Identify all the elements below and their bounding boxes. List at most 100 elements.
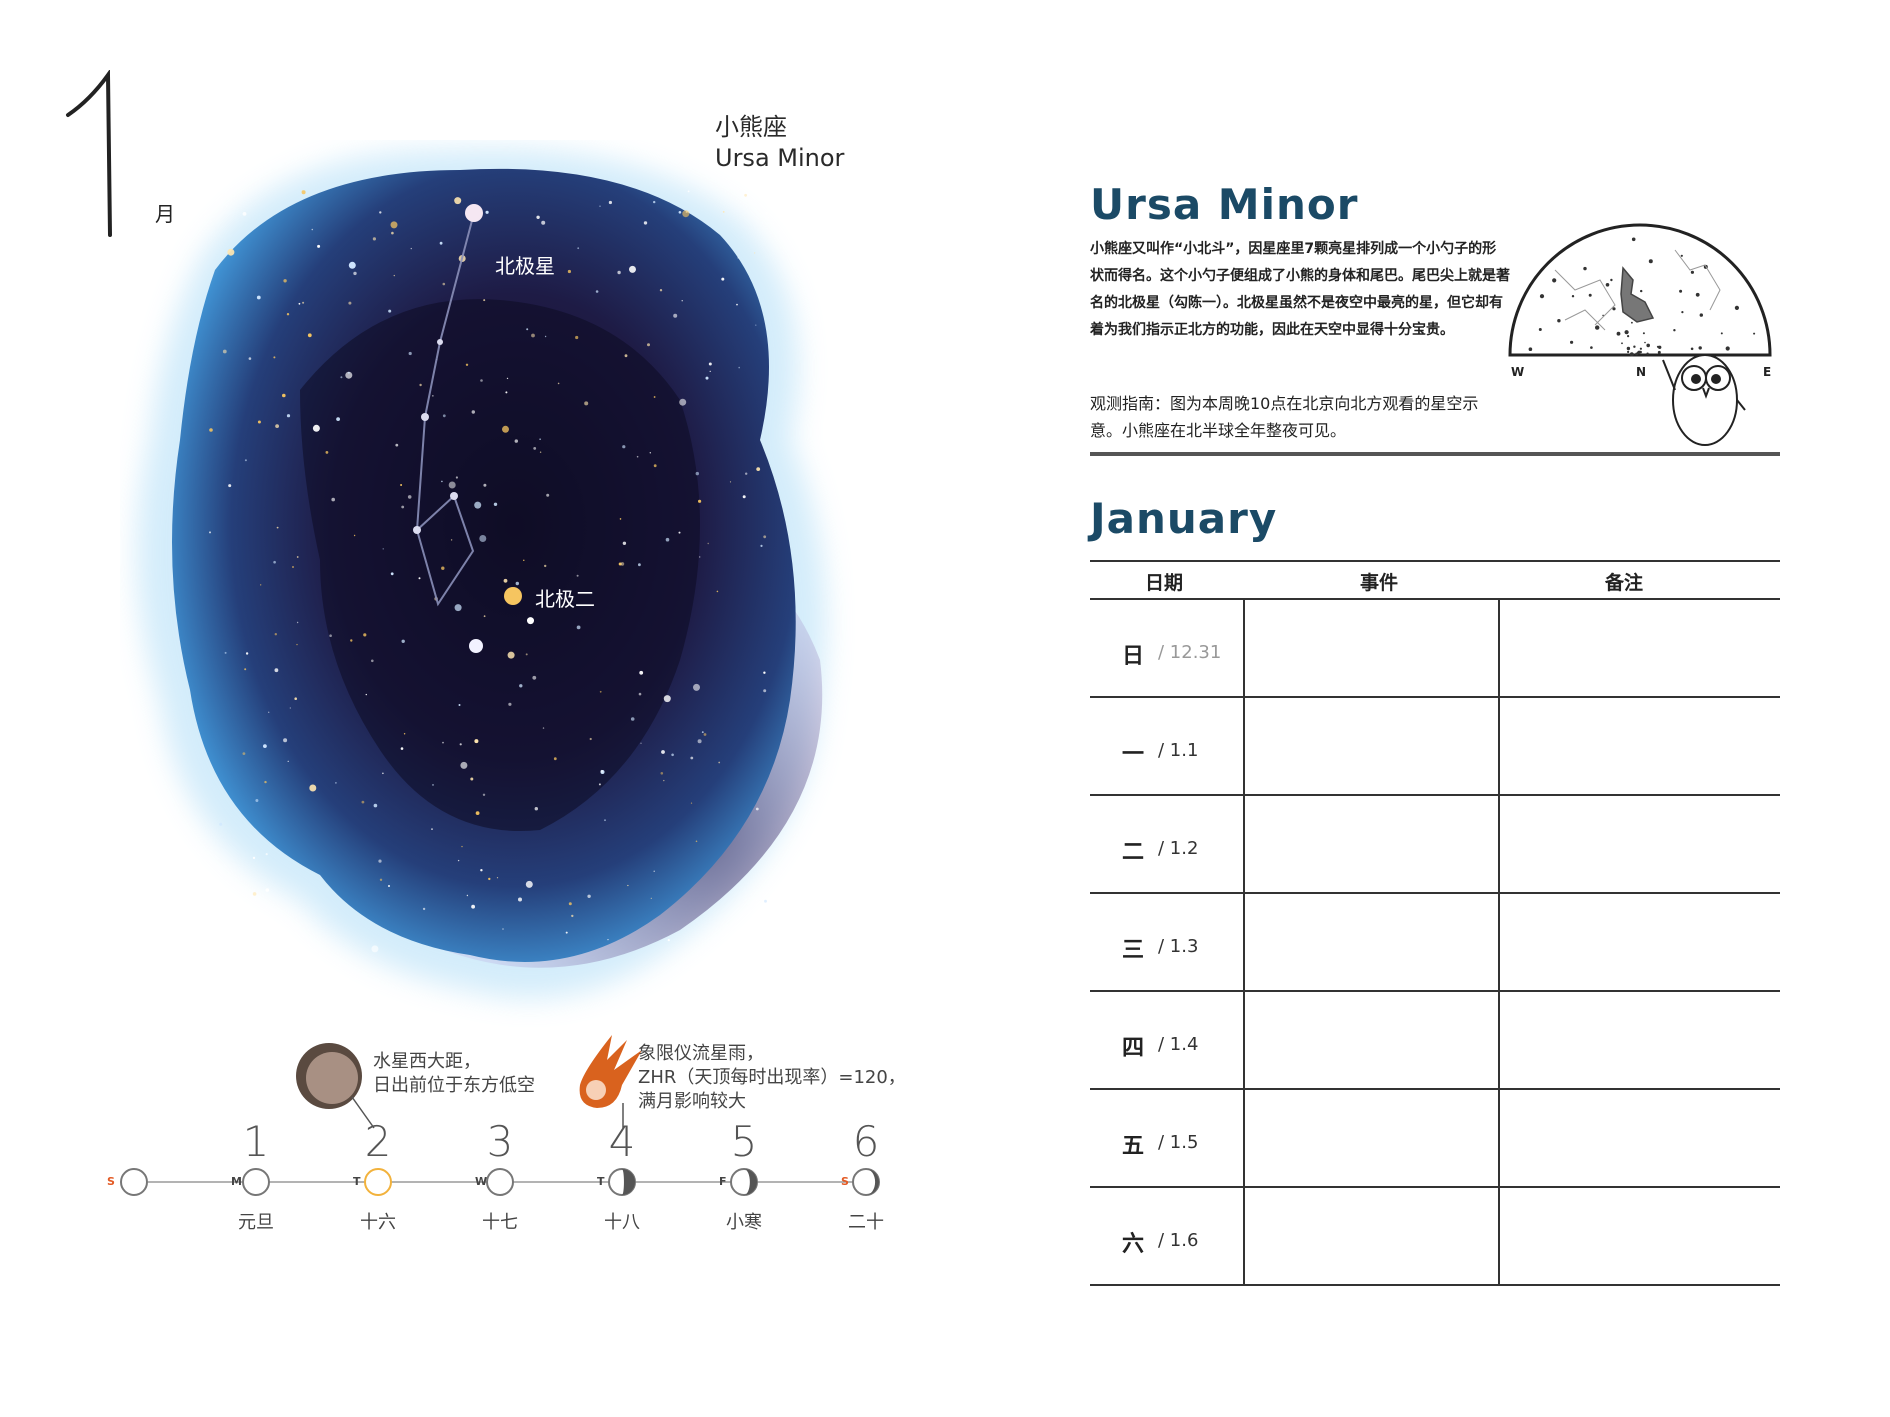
- row-weekday: 一: [1122, 742, 1145, 767]
- moon-phase-icon: [120, 1168, 148, 1196]
- row-date: / 12.31: [1158, 642, 1222, 663]
- row-weekday: 二: [1122, 840, 1145, 865]
- month-title: January: [1090, 494, 1278, 543]
- event-cell[interactable]: [1245, 1188, 1498, 1284]
- day-number: 1: [242, 1117, 270, 1166]
- note-cell[interactable]: [1500, 698, 1780, 794]
- moon-icon: [296, 1043, 362, 1109]
- event-cell[interactable]: [1245, 698, 1498, 794]
- day-label: 十七: [482, 1212, 518, 1233]
- section-divider: [1090, 452, 1780, 456]
- column-divider: [1498, 600, 1500, 696]
- weekday-letter: M: [231, 1175, 242, 1188]
- table-row: 二 / 1.2: [1090, 796, 1780, 894]
- event-mercury: 水星西大距， 日出前位于东方低空: [373, 1051, 535, 1096]
- observation-guide: 观测指南：图为本周晚10点在北京向北方观看的星空示意。小熊座在北半球全年整夜可见…: [1090, 394, 1479, 440]
- column-divider: [1243, 992, 1245, 1088]
- direction-e: E: [1763, 365, 1771, 379]
- row-date: / 1.3: [1158, 936, 1199, 957]
- note-cell[interactable]: [1500, 600, 1780, 696]
- weekday-letter: S: [841, 1175, 849, 1188]
- star-kochab: [504, 587, 522, 605]
- table-row: 五 / 1.5: [1090, 1090, 1780, 1188]
- weekday-letter: T: [353, 1175, 361, 1188]
- column-divider: [1498, 698, 1500, 794]
- constellation-name-en: Ursa Minor: [715, 144, 845, 172]
- header-date: 日期: [1145, 572, 1184, 594]
- event-cell[interactable]: [1245, 1090, 1498, 1186]
- constellation-title: Ursa Minor: [1090, 180, 1359, 229]
- column-divider: [1498, 894, 1500, 990]
- row-weekday: 日: [1122, 644, 1145, 669]
- table-row: 一 / 1.1: [1090, 698, 1780, 796]
- schedule-table: 日期 事件 备注 日 / 12.31 一 / 1.1 二 / 1.2 三 / 1.3 四 / 1.…: [1090, 560, 1780, 1286]
- row-weekday: 四: [1122, 1036, 1145, 1061]
- moon-phase-icon: [730, 1168, 758, 1196]
- note-cell[interactable]: [1500, 894, 1780, 990]
- note-cell[interactable]: [1500, 1090, 1780, 1186]
- column-divider: [1498, 1090, 1500, 1186]
- table-row: 六 / 1.6: [1090, 1188, 1780, 1286]
- constellation-name: 小熊座 Ursa Minor: [715, 112, 844, 174]
- table-row: 四 / 1.4: [1090, 992, 1780, 1090]
- table-header: 日期 事件 备注: [1090, 560, 1780, 600]
- row-date: / 1.2: [1158, 838, 1199, 859]
- constellation-name-cn: 小熊座: [715, 113, 787, 141]
- weekday-letter: W: [475, 1175, 488, 1188]
- sky-map: W N E: [1508, 223, 1772, 446]
- row-weekday: 六: [1122, 1232, 1145, 1257]
- day-label: 元旦: [238, 1212, 274, 1233]
- day-label: 十八: [604, 1212, 640, 1233]
- moon-phase-icon: [364, 1168, 392, 1196]
- moon-phase-icon: [242, 1168, 270, 1196]
- day-number: 3: [486, 1117, 514, 1166]
- row-date: / 1.1: [1158, 740, 1199, 761]
- row-date: / 1.6: [1158, 1230, 1199, 1251]
- moon-phase-icon: [608, 1168, 636, 1196]
- event-cell[interactable]: [1245, 894, 1498, 990]
- month-unit: 月: [155, 202, 175, 226]
- weekday-letter: F: [719, 1175, 727, 1188]
- star-label-kochab: 北极二: [535, 588, 595, 611]
- month-number-1: [66, 70, 112, 237]
- column-divider: [1243, 796, 1245, 892]
- star-field: [209, 190, 768, 953]
- note-cell[interactable]: [1500, 992, 1780, 1088]
- weekday-letter: S: [107, 1175, 115, 1188]
- column-divider: [1243, 698, 1245, 794]
- weekday-letter: T: [597, 1175, 605, 1188]
- star-label-polaris: 北极星: [495, 255, 555, 278]
- column-divider: [1243, 1090, 1245, 1186]
- moon-phase-icon: [486, 1168, 514, 1196]
- owl-mascot-icon: [1662, 354, 1746, 446]
- row-weekday: 五: [1122, 1134, 1145, 1159]
- row-weekday: 三: [1122, 938, 1145, 963]
- day-label: 小寒: [726, 1212, 762, 1233]
- header-note: 备注: [1605, 572, 1644, 594]
- event-cell[interactable]: [1245, 600, 1498, 696]
- table-row: 三 / 1.3: [1090, 894, 1780, 992]
- column-divider: [1498, 992, 1500, 1088]
- day-number: 5: [730, 1117, 758, 1166]
- event-cell[interactable]: [1245, 992, 1498, 1088]
- column-divider: [1243, 894, 1245, 990]
- event-cell[interactable]: [1245, 796, 1498, 892]
- column-divider: [1498, 1188, 1500, 1284]
- column-divider: [1243, 600, 1245, 696]
- direction-n: N: [1636, 365, 1646, 379]
- direction-w: W: [1511, 365, 1524, 379]
- constellation-description: 小熊座又叫作“小北斗”，因星座里7颗亮星排列成一个小勺子的形状而得名。这个小勺子…: [1090, 241, 1510, 338]
- day-label: 二十: [848, 1212, 884, 1233]
- row-date: / 1.5: [1158, 1132, 1199, 1153]
- day-number: 4: [608, 1117, 636, 1166]
- column-divider: [1498, 796, 1500, 892]
- column-divider: [1243, 1188, 1245, 1284]
- event-quadrantids: 象限仪流星雨， ZHR（天顶每时出现率）=120， 满月影响较大: [638, 1043, 906, 1112]
- note-cell[interactable]: [1500, 1188, 1780, 1284]
- note-cell[interactable]: [1500, 796, 1780, 892]
- row-date: / 1.4: [1158, 1034, 1199, 1055]
- day-label: 十六: [360, 1212, 396, 1233]
- star-polaris: [465, 204, 483, 222]
- meteor-icon: [579, 1035, 642, 1108]
- header-event: 事件: [1360, 572, 1399, 594]
